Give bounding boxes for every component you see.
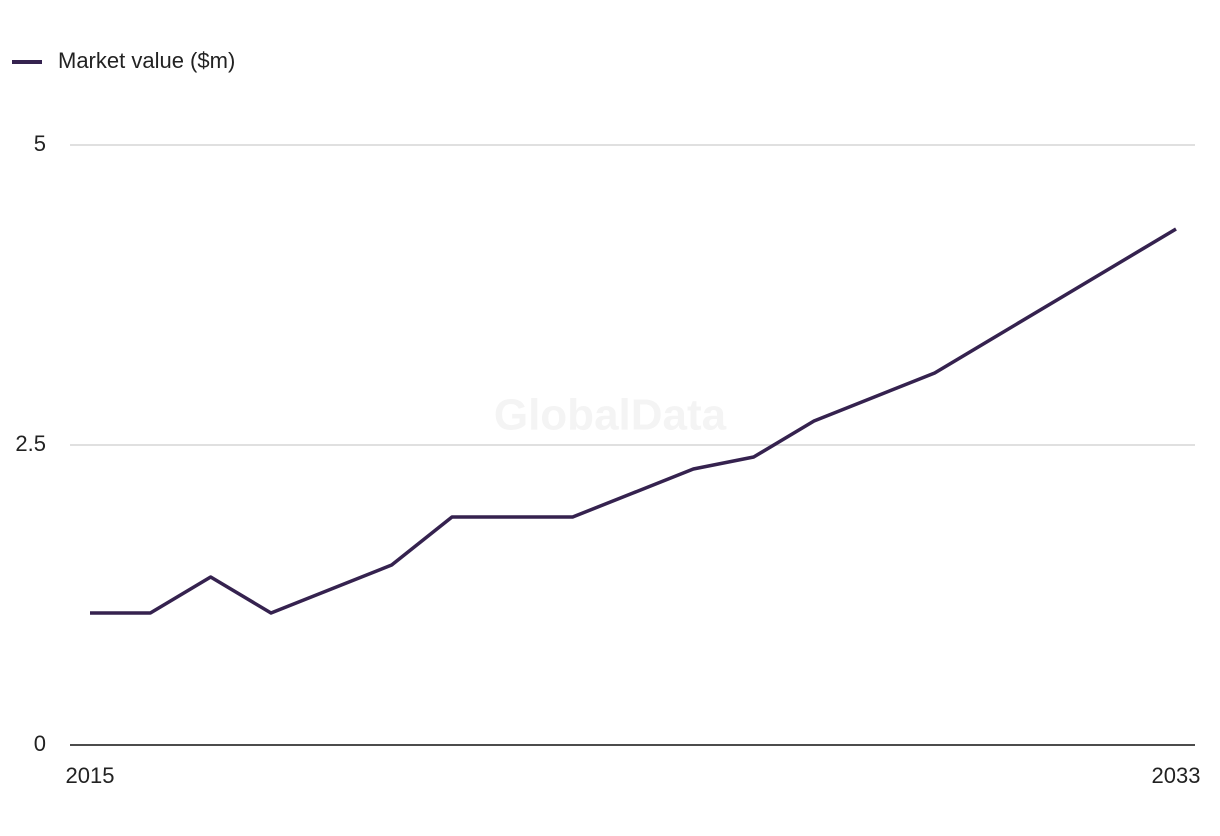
y-tick-label: 0: [34, 731, 46, 756]
x-tick-label: 2033: [1152, 763, 1201, 788]
y-tick-label: 2.5: [15, 431, 46, 456]
legend-label: Market value ($m): [58, 48, 235, 73]
x-tick-label: 2015: [66, 763, 115, 788]
data-line: [90, 227, 1177, 615]
watermark: GlobalData: [494, 391, 727, 440]
y-tick-label: 5: [34, 131, 46, 156]
